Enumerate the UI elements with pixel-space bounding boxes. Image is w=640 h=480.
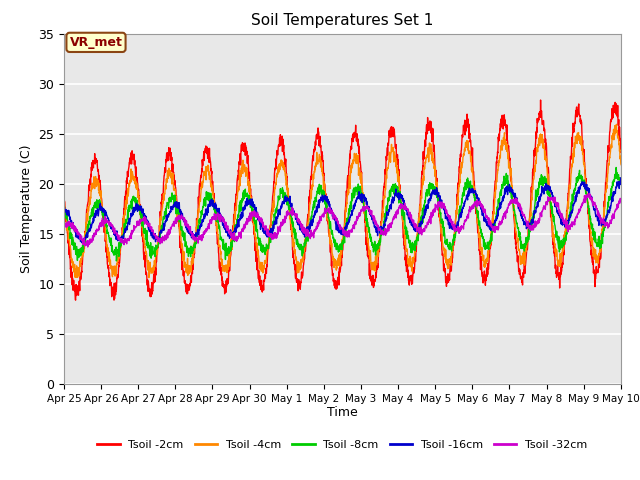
Tsoil -16cm	[438, 202, 446, 207]
Tsoil -32cm	[94, 228, 102, 233]
Tsoil -16cm	[355, 195, 363, 201]
Tsoil -32cm	[616, 199, 623, 204]
Tsoil -32cm	[420, 228, 428, 234]
Tsoil -16cm	[94, 209, 102, 215]
Tsoil -32cm	[60, 226, 68, 231]
Legend: Tsoil -2cm, Tsoil -4cm, Tsoil -8cm, Tsoil -16cm, Tsoil -32cm: Tsoil -2cm, Tsoil -4cm, Tsoil -8cm, Tsoi…	[93, 435, 592, 454]
Text: VR_met: VR_met	[70, 36, 122, 49]
Tsoil -8cm	[547, 205, 555, 211]
Tsoil -8cm	[355, 186, 363, 192]
Tsoil -32cm	[84, 244, 92, 250]
Tsoil -4cm	[94, 180, 102, 186]
Title: Soil Temperatures Set 1: Soil Temperatures Set 1	[252, 13, 433, 28]
Line: Tsoil -32cm: Tsoil -32cm	[64, 192, 639, 247]
Line: Tsoil -2cm: Tsoil -2cm	[64, 100, 639, 300]
Tsoil -4cm	[145, 275, 153, 280]
Tsoil -4cm	[420, 166, 428, 172]
Tsoil -2cm	[636, 228, 640, 234]
Tsoil -8cm	[94, 199, 102, 205]
Tsoil -4cm	[612, 121, 620, 127]
Y-axis label: Soil Temperature (C): Soil Temperature (C)	[20, 144, 33, 273]
Tsoil -2cm	[537, 97, 545, 103]
Tsoil -8cm	[420, 202, 428, 207]
Tsoil -4cm	[60, 196, 68, 202]
Tsoil -4cm	[438, 234, 446, 240]
Tsoil -2cm	[60, 187, 68, 192]
Tsoil -16cm	[636, 219, 640, 225]
Tsoil -32cm	[636, 216, 640, 222]
Tsoil -8cm	[113, 258, 120, 264]
Tsoil -8cm	[636, 238, 640, 244]
Tsoil -16cm	[617, 175, 625, 180]
Tsoil -8cm	[438, 219, 446, 225]
Tsoil -4cm	[616, 147, 623, 153]
Tsoil -4cm	[636, 228, 640, 234]
Tsoil -16cm	[420, 207, 428, 213]
Tsoil -2cm	[616, 132, 623, 137]
Tsoil -32cm	[355, 210, 363, 216]
Tsoil -4cm	[547, 206, 555, 212]
Tsoil -16cm	[616, 179, 623, 185]
Tsoil -32cm	[621, 189, 628, 195]
Tsoil -4cm	[355, 165, 363, 171]
Line: Tsoil -16cm: Tsoil -16cm	[64, 178, 639, 243]
Line: Tsoil -8cm: Tsoil -8cm	[64, 168, 639, 261]
Tsoil -8cm	[616, 177, 623, 183]
Tsoil -2cm	[438, 249, 446, 254]
X-axis label: Time: Time	[327, 407, 358, 420]
Tsoil -16cm	[78, 240, 86, 246]
Line: Tsoil -4cm: Tsoil -4cm	[64, 124, 639, 277]
Tsoil -2cm	[548, 218, 556, 224]
Tsoil -16cm	[547, 189, 555, 194]
Tsoil -8cm	[612, 165, 620, 170]
Tsoil -2cm	[420, 146, 428, 152]
Tsoil -2cm	[72, 297, 79, 303]
Tsoil -8cm	[60, 201, 68, 207]
Tsoil -32cm	[438, 200, 446, 206]
Tsoil -16cm	[60, 205, 68, 211]
Tsoil -2cm	[355, 147, 363, 153]
Tsoil -2cm	[94, 168, 102, 174]
Tsoil -32cm	[547, 196, 555, 202]
